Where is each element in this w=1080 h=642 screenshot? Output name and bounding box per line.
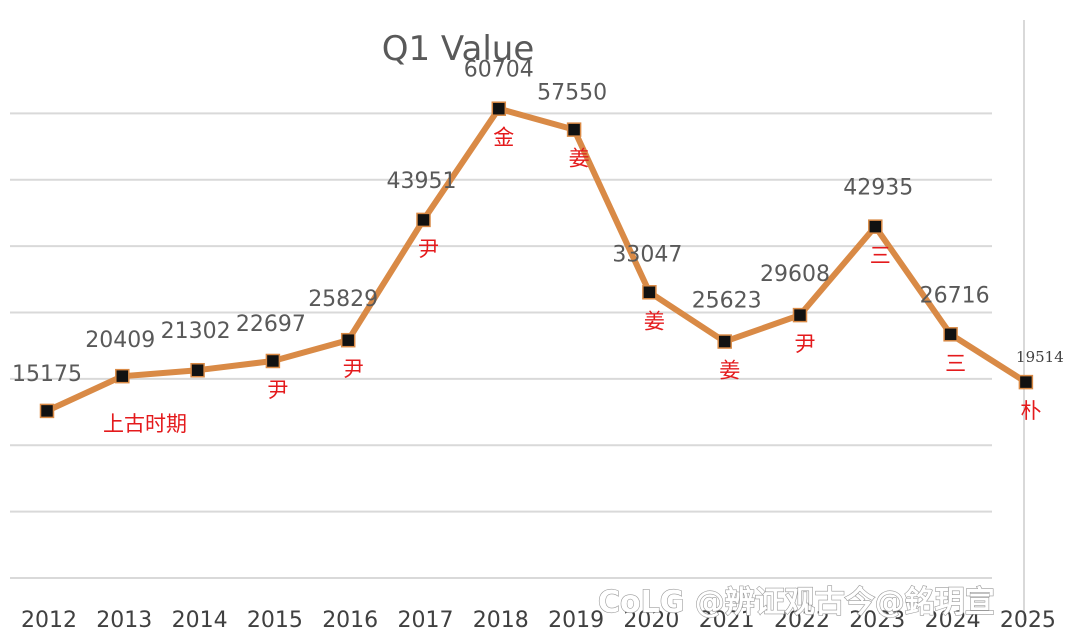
x-tick-label: 2017 — [398, 608, 454, 633]
x-tick-label: 2025 — [1000, 608, 1056, 633]
x-tick-label: 2018 — [473, 608, 529, 633]
data-point — [642, 285, 657, 300]
data-point — [943, 327, 958, 342]
annotation-label: 姜 — [644, 309, 665, 333]
watermark: CoLG @辨证观古今@銘玥宣 — [598, 585, 995, 620]
annotation-label: 尹 — [418, 237, 439, 261]
x-tick-label: 2014 — [172, 608, 228, 633]
data-label: 15175 — [12, 362, 82, 387]
data-point — [868, 219, 883, 234]
data-label: 20409 — [85, 328, 155, 353]
data-point — [265, 353, 281, 369]
data-label: 26716 — [920, 283, 990, 308]
data-label: 19514 — [1016, 348, 1064, 366]
data-markers — [39, 101, 1034, 419]
data-label: 25829 — [308, 287, 378, 312]
data-label: 25623 — [692, 289, 762, 314]
annotation-label: 尹 — [343, 357, 364, 381]
gridlines — [10, 112, 992, 579]
data-label: 33047 — [612, 242, 682, 267]
series-line — [45, 105, 1028, 414]
annotation-label: 上古时期 — [103, 412, 187, 436]
data-label: 42935 — [843, 176, 913, 201]
data-point — [566, 122, 582, 137]
x-tick-label: 2021 — [699, 608, 755, 633]
data-label: 21302 — [161, 319, 231, 344]
x-tick-label: 2022 — [774, 608, 830, 633]
annotation-label: 朴 — [1020, 399, 1041, 423]
x-tick-label: 2019 — [548, 608, 604, 633]
x-tick-label: 2013 — [96, 608, 152, 633]
data-label: 22697 — [236, 312, 306, 337]
x-tick-label: 2020 — [623, 608, 679, 633]
data-point — [340, 332, 356, 348]
annotation-label: 尹 — [267, 378, 288, 402]
data-label: 43951 — [387, 169, 457, 194]
data-point — [416, 212, 431, 228]
x-tick-label: 2012 — [21, 608, 77, 633]
data-point — [491, 101, 507, 116]
data-point — [39, 403, 55, 419]
data-point — [115, 368, 130, 384]
x-tick-label: 2016 — [322, 608, 378, 633]
annotation-label: 尹 — [795, 332, 816, 356]
data-point — [1018, 374, 1034, 390]
data-point — [190, 362, 205, 378]
data-label: 57550 — [537, 81, 607, 106]
x-tick-label: 2015 — [247, 608, 303, 633]
annotation-label: 三 — [870, 244, 891, 268]
x-axis-ticks: 2012 2013 2014 2015 2016 2017 2018 2019 2020 2021… — [21, 608, 1056, 633]
data-point — [717, 334, 732, 349]
x-tick-label: 2024 — [925, 608, 981, 633]
x-tick-label: 2023 — [849, 608, 905, 633]
data-label: 29608 — [760, 262, 830, 287]
annotation-label: 三 — [945, 351, 966, 375]
annotation-label: 姜 — [569, 147, 590, 171]
annotation-label: 金 — [493, 126, 514, 150]
data-point — [792, 307, 808, 323]
data-label: 60704 — [464, 58, 534, 83]
chart-title: Q1 Value — [382, 29, 535, 69]
annotation-label: 姜 — [719, 359, 740, 383]
